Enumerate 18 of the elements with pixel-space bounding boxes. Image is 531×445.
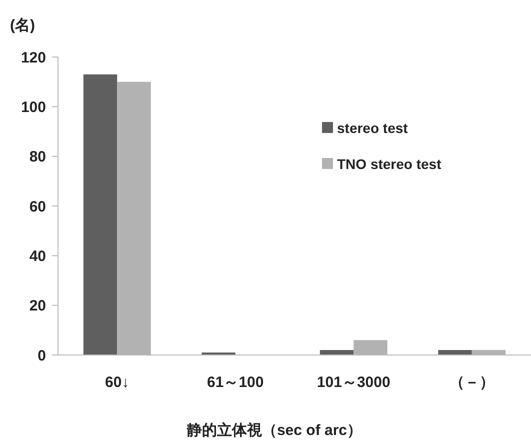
x-tick-label: 61～100 [207, 374, 264, 391]
y-tick-label: 100 [20, 98, 46, 116]
y-tick-label: 20 [29, 298, 46, 315]
x-axis-title: 静的立体視（sec of arc） [186, 421, 362, 439]
bar [320, 350, 354, 355]
x-tick-label: 101～3000 [316, 374, 390, 391]
y-tick-label: 80 [29, 148, 46, 166]
legend-label: TNO stereo test [337, 156, 442, 172]
legend-label: stereo test [337, 120, 408, 136]
y-tick-label: 0 [38, 347, 46, 364]
x-tick-label: 60↓ [105, 374, 130, 391]
bar [83, 74, 118, 355]
y-tick-label: 40 [29, 248, 46, 265]
y-tick-label: 60 [29, 198, 46, 216]
x-tick-label: （－） [449, 374, 494, 391]
bar [438, 350, 472, 355]
y-axis-title: (名) [10, 17, 35, 34]
y-tick-label: 120 [20, 49, 46, 66]
